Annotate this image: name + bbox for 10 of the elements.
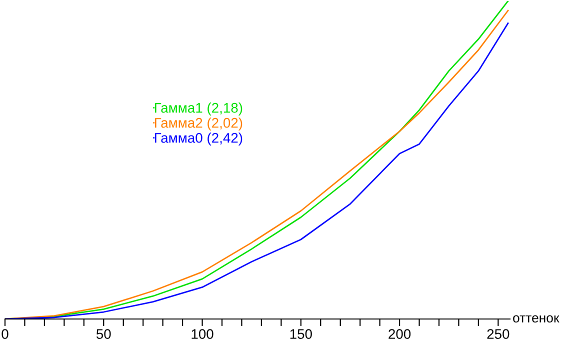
x-tick-label: 100 (192, 329, 214, 339)
x-axis-title: оттенок (513, 315, 560, 323)
x-tick-label: 250 (487, 329, 510, 339)
x-tick-label: 50 (96, 329, 111, 339)
x-tick-label: 150 (290, 329, 312, 339)
x-tick-label: 0 (2, 329, 8, 339)
legend-label: Гамма2 (2,02) (154, 118, 242, 131)
x-tick-label: 200 (388, 329, 411, 339)
legend-label: Гамма1 (2,18) (154, 102, 242, 116)
legend-label: Гамма0 (2,42) (154, 132, 242, 146)
